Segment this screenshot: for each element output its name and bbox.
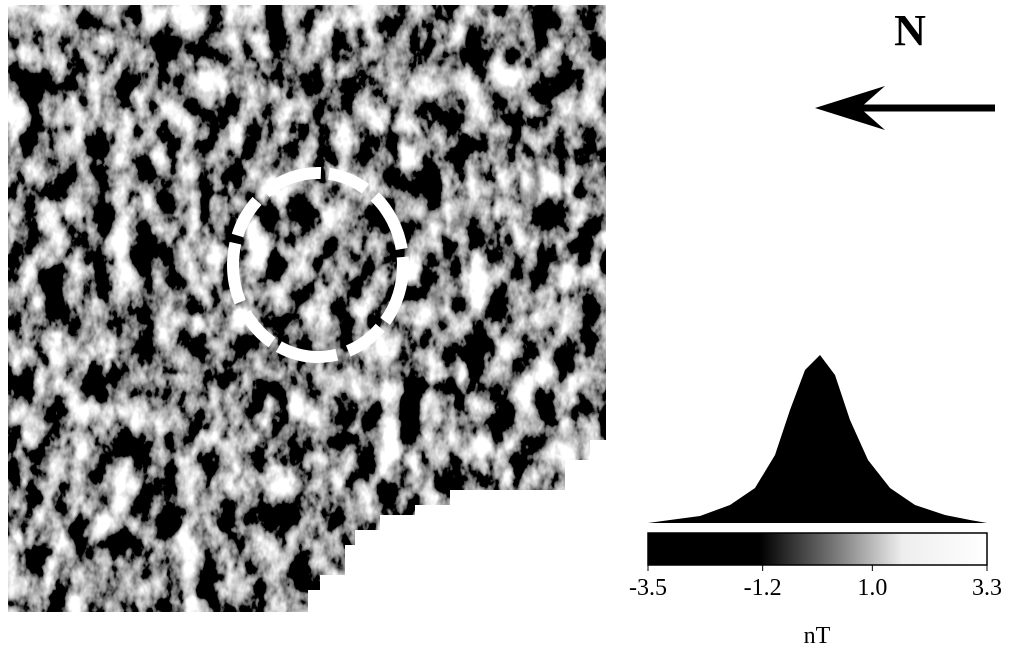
magnetic-map xyxy=(8,5,608,615)
colorbar-tick-label: 3.3 xyxy=(972,575,1002,601)
page: N nT -3.5-1.21.03.3 (() => { const data … xyxy=(0,0,1013,652)
colorbar-tick-label: -3.5 xyxy=(629,575,667,601)
colorbar-tick-label: -1.2 xyxy=(744,575,782,601)
unit-label: nT xyxy=(804,623,831,649)
colorbar xyxy=(648,533,987,565)
histogram xyxy=(648,355,987,523)
colorbar-tick-label: 1.0 xyxy=(857,575,887,601)
figure: N nT -3.5 -1.2 1.0 3.3 xyxy=(0,0,1013,652)
north-label: N xyxy=(894,6,926,55)
map-texture xyxy=(8,5,608,615)
